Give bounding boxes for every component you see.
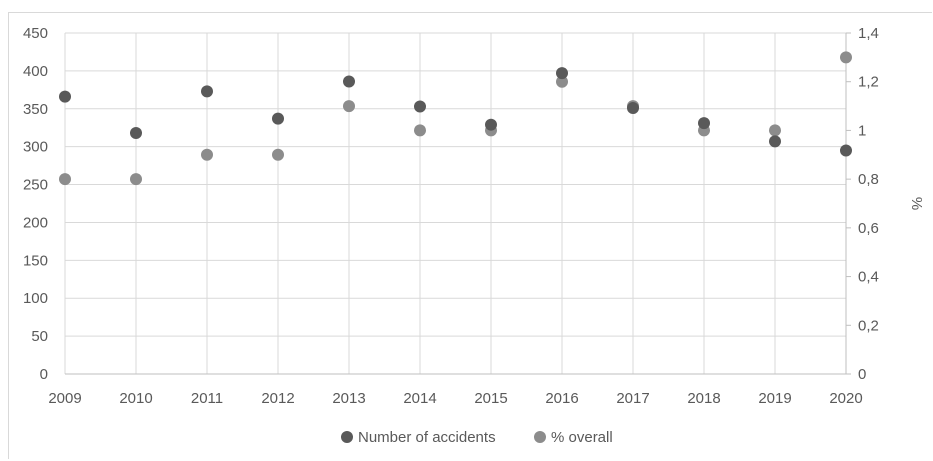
right-axis-tick-label: 0,2	[858, 317, 879, 334]
right-axis-tick-labels: 0 0,2 0,4 0,6 0,8 1 1,2 1,4	[858, 25, 879, 383]
percent-overall-point	[272, 148, 284, 161]
axes	[65, 32, 851, 375]
accidents-point	[343, 75, 355, 88]
x-axis-tick-label: 2011	[191, 390, 223, 407]
legend-marker	[341, 431, 353, 443]
x-axis-tick-label: 2020	[829, 390, 862, 407]
accidents-point	[627, 102, 639, 115]
percent-overall-point	[343, 100, 355, 113]
x-axis-tick-label: 2015	[474, 390, 507, 407]
left-axis-tick-label: 450	[23, 25, 48, 42]
percent-overall-point	[556, 75, 568, 88]
legend-label: Number of accidents	[358, 429, 496, 446]
percent-overall-point	[414, 124, 426, 137]
legend-marker	[534, 431, 546, 443]
x-axis-tick-label: 2016	[545, 390, 578, 407]
accidents-point	[130, 127, 142, 140]
left-axis-tick-label: 50	[31, 328, 48, 345]
accidents-point	[556, 67, 568, 80]
accidents-point	[485, 118, 497, 131]
left-axis-tick-label: 150	[23, 252, 48, 269]
right-axis-tick-label: 1,2	[858, 74, 879, 91]
accidents-point	[201, 85, 213, 98]
chart-frame	[8, 12, 932, 459]
right-axis-tick-label: 0	[858, 366, 866, 383]
accidents-point	[272, 112, 284, 125]
gridlines	[64, 32, 847, 375]
left-axis-tick-labels: 0 50 100 150 200 250 300 350 400 450	[23, 25, 48, 383]
x-axis-tick-label: 2017	[616, 390, 649, 407]
legend[interactable]: Number of accidents % overall	[341, 429, 613, 446]
accidents-point	[840, 144, 852, 157]
percent-overall-point	[130, 173, 142, 186]
left-axis-tick-label: 0	[40, 366, 48, 383]
x-axis-tick-label: 2019	[758, 390, 791, 407]
percent-overall-point	[840, 51, 852, 64]
legend-label: % overall	[551, 429, 613, 446]
x-axis-tick-label: 2013	[332, 390, 365, 407]
x-axis-tick-label: 2009	[48, 390, 81, 407]
right-axis-tick-label: 0,8	[858, 171, 879, 188]
x-axis-tick-label: 2018	[687, 390, 720, 407]
data-points	[59, 51, 852, 186]
left-axis-tick-label: 300	[23, 139, 48, 156]
x-axis-tick-label: 2010	[119, 390, 152, 407]
left-axis-tick-label: 400	[23, 63, 48, 80]
accidents-point	[59, 90, 71, 103]
accidents-point	[414, 100, 426, 113]
left-axis-tick-label: 250	[23, 177, 48, 194]
accidents-point	[698, 117, 710, 130]
left-axis-tick-label: 100	[23, 290, 48, 307]
right-axis-tick-label: 0,6	[858, 220, 879, 237]
legend-item-percent-overall[interactable]: % overall	[534, 429, 613, 446]
right-axis-tick-label: 1	[858, 122, 866, 139]
percent-overall-point	[769, 124, 781, 137]
percent-overall-point	[201, 148, 213, 161]
x-axis-tick-label: 2014	[403, 390, 436, 407]
accidents-point	[769, 135, 781, 148]
x-axis-tick-labels: 2009 2010 2011 2012 2013 2014 2015 2016 2017 2018…	[48, 390, 862, 407]
right-axis-tick-label: 0,4	[858, 269, 879, 286]
left-axis-tick-label: 200	[23, 214, 48, 231]
x-axis-tick-label: 2012	[261, 390, 294, 407]
left-axis-tick-label: 350	[23, 101, 48, 118]
right-axis-tick-label: 1,4	[858, 25, 879, 42]
legend-item-accidents[interactable]: Number of accidents	[341, 429, 496, 446]
percent-overall-point	[59, 173, 71, 186]
right-axis-title: %	[908, 197, 925, 210]
